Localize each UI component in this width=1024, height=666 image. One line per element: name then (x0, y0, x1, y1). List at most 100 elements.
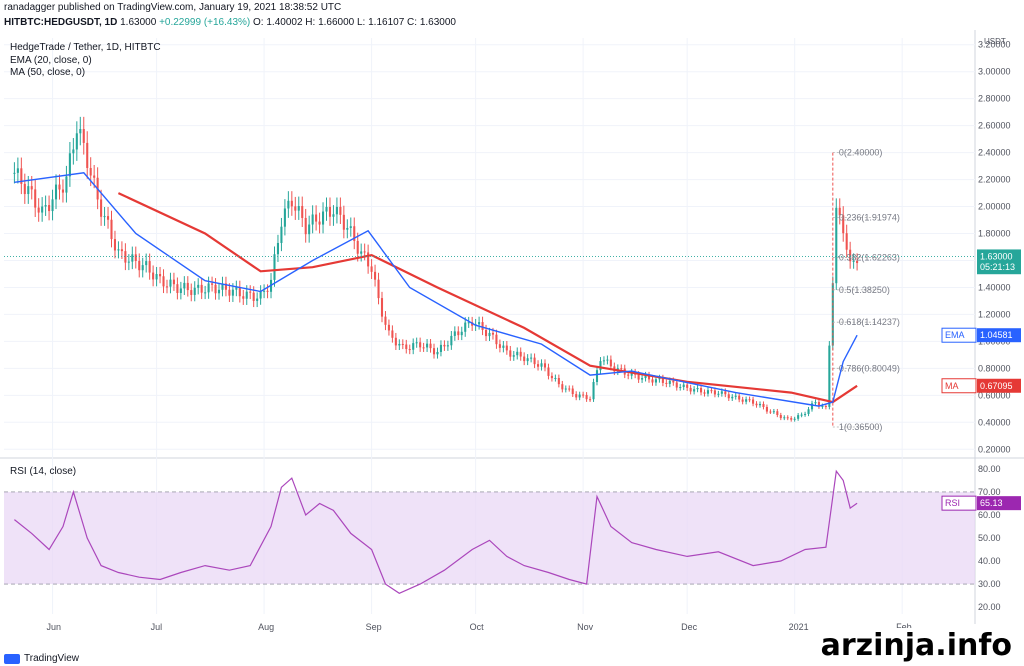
candle-body (374, 271, 377, 280)
candle-body (169, 279, 172, 287)
chart-title: HedgeTrade / Tether, 1D, HITBTC (10, 42, 161, 53)
candle-body (179, 288, 182, 293)
candle-body (443, 344, 446, 347)
ma-50-line (117, 192, 858, 404)
time-tick-label: Jul (151, 622, 163, 632)
candle-body (738, 395, 741, 400)
ma-badge-value: 0.67095 (980, 381, 1013, 391)
candle-body (647, 375, 651, 380)
candle-body (651, 379, 654, 383)
candle-body (311, 214, 314, 225)
ma-badge-tag (941, 378, 977, 394)
candle-body (582, 394, 585, 396)
candle-body (672, 380, 675, 383)
candle-body (162, 276, 165, 287)
candle-body (758, 403, 762, 406)
candle-body (79, 129, 82, 134)
candle-body (328, 206, 332, 217)
tradingview-logo[interactable]: TradingView (4, 653, 79, 664)
candle-body (682, 384, 685, 388)
candle-body (713, 390, 716, 395)
candle-body (720, 391, 723, 394)
rsi-badge-value: 65.13 (980, 498, 1003, 508)
candle-body (550, 375, 553, 379)
candle-body (717, 393, 720, 395)
candle-body (304, 217, 307, 235)
candle-body (138, 260, 141, 271)
candle-body (752, 399, 755, 404)
rsi-badge-value-box (977, 496, 1021, 511)
candle-body (804, 413, 807, 415)
price-tick-label: 0.80000 (978, 363, 1011, 373)
candle-body (710, 390, 713, 392)
candle-body (817, 402, 820, 407)
candle-body (231, 289, 234, 296)
candle-body (439, 344, 442, 352)
candle-body (810, 403, 814, 410)
candle-body (13, 172, 16, 174)
fib-label: 0(2.40000) (839, 148, 883, 158)
candle-body (165, 286, 169, 288)
candle-body (308, 224, 311, 235)
candle-body (595, 370, 599, 383)
time-tick-label: Dec (681, 622, 698, 632)
candle-body (422, 347, 425, 349)
candle-body (384, 316, 387, 325)
candle-body (814, 402, 817, 404)
candle-body (498, 344, 501, 348)
candle-body (346, 227, 349, 230)
ema-badge-value: 1.04581 (980, 330, 1013, 340)
candle-body (349, 226, 352, 228)
publisher-line: ranadagger published on TradingView.com,… (4, 2, 342, 13)
ema-badge-tag (941, 327, 977, 343)
candle-body (540, 363, 543, 367)
ma-badge-tag-label: MA (945, 381, 959, 391)
candle-body (89, 168, 92, 176)
candle-body (356, 240, 359, 254)
candle-body (800, 414, 803, 416)
rsi-tick-label: 60.00 (978, 510, 1001, 520)
candle-body (686, 384, 689, 388)
candle-body (391, 330, 394, 338)
candle-body (276, 242, 280, 255)
candle-body (478, 322, 481, 325)
candle-body (734, 395, 737, 397)
candle-body (724, 391, 727, 395)
candle-body (159, 274, 162, 277)
candle-body (415, 342, 418, 344)
price-rsi-chart[interactable]: 0.200000.400000.600000.800001.000001.200… (0, 30, 1024, 640)
candle-body (838, 207, 841, 216)
candle-body (238, 287, 241, 297)
price-tick-label: 2.80000 (978, 94, 1011, 104)
candle-body (398, 343, 401, 346)
candle-body (578, 394, 581, 398)
rsi-tick-label: 20.00 (978, 602, 1001, 612)
candle-body (450, 335, 453, 346)
candle-body (23, 183, 26, 195)
candle-body (280, 226, 283, 243)
candle-body (484, 329, 488, 337)
candle-body (152, 272, 155, 280)
candle-body (287, 200, 290, 209)
candle-body (706, 390, 710, 394)
candle-body (65, 176, 68, 193)
candle-body (852, 260, 855, 262)
candle-body (183, 282, 186, 289)
candle-body (557, 377, 560, 385)
price-tick-label: 2.20000 (978, 175, 1011, 185)
candle-body (606, 359, 609, 361)
candle-body (436, 351, 439, 355)
candle-body (294, 206, 297, 211)
candle-body (30, 186, 33, 190)
last-price-badge-value: 1.63000 (980, 251, 1013, 261)
candle-body (322, 211, 325, 225)
candle-body (516, 351, 519, 356)
candle-body (627, 374, 630, 376)
candle-body (367, 252, 370, 267)
rsi-tick-label: 30.00 (978, 579, 1001, 589)
candle-body (769, 411, 772, 413)
price-tick-label: 2.00000 (978, 202, 1011, 212)
rsi-badge-tag-label: RSI (945, 498, 960, 508)
candle-body (408, 349, 411, 351)
candle-body (755, 403, 758, 406)
